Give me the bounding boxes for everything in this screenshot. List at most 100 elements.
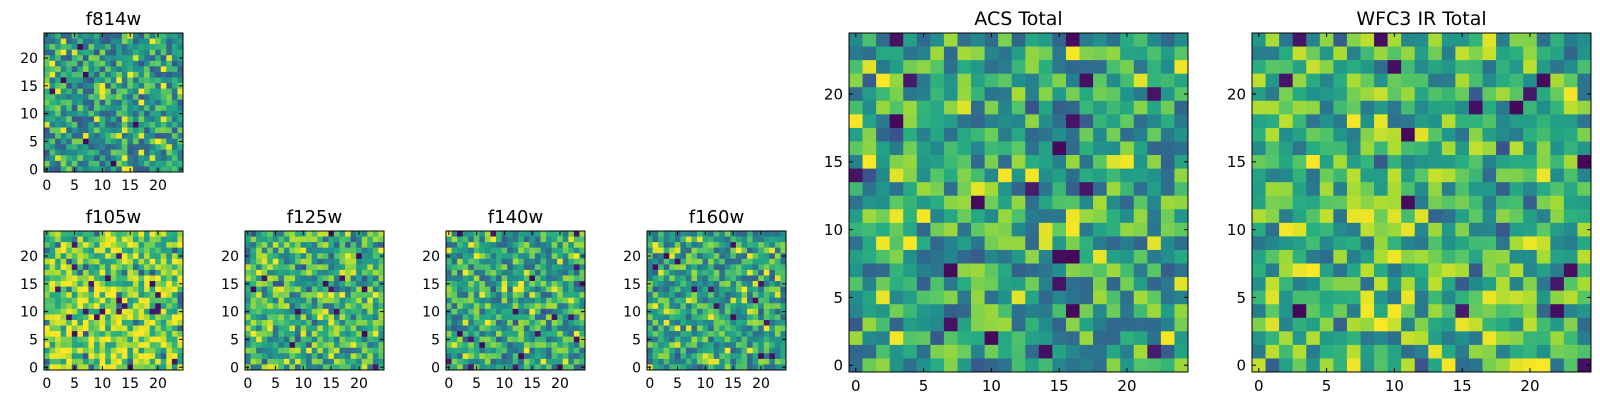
heatmap-cell [763, 303, 770, 310]
heatmap-cell [484, 281, 491, 287]
heatmap-cell [462, 297, 469, 304]
heatmap-cell [71, 55, 78, 62]
heatmap-cell [138, 231, 145, 237]
heatmap-cell [372, 358, 379, 365]
heatmap-cell [713, 319, 720, 326]
heatmap-cell [245, 242, 251, 249]
heatmap-cell [551, 358, 558, 365]
heatmap-cell [256, 253, 263, 260]
heatmap-cell [713, 336, 720, 343]
heatmap-cell [769, 242, 776, 249]
heatmap-cell [267, 281, 274, 287]
heatmap-cell [546, 303, 553, 310]
heatmap-cell [44, 358, 50, 365]
heatmap-cell [451, 331, 458, 338]
heatmap-cell [730, 314, 737, 321]
heatmap-cell [1550, 263, 1565, 278]
heatmap-cell [272, 281, 279, 287]
heatmap-cell [730, 347, 737, 354]
heatmap-cell [685, 342, 692, 349]
heatmap-cell [1174, 155, 1189, 169]
heatmap-cell [110, 38, 117, 45]
heatmap-cell [758, 314, 765, 321]
heatmap-cell [1093, 304, 1108, 319]
heatmap-cell [155, 286, 162, 293]
heatmap-cells [245, 231, 385, 371]
heatmap-cell [138, 160, 145, 167]
heatmap-cell [127, 353, 134, 360]
heatmap-cell [957, 290, 972, 305]
heatmap-cell [105, 60, 112, 67]
heatmap-cell [138, 33, 145, 39]
heatmap-cell [674, 297, 681, 304]
heatmap-cell [127, 83, 134, 89]
heatmap-cell [1120, 249, 1135, 264]
heatmap-cell [1401, 209, 1416, 224]
heatmap-cell [1455, 182, 1470, 197]
heatmap-cell [88, 297, 95, 304]
heatmap-cell [166, 127, 173, 134]
heatmap-cell [957, 317, 972, 332]
heatmap-cell [94, 253, 100, 260]
heatmap-cell [546, 319, 553, 326]
heatmap-cell [763, 286, 770, 293]
heatmap-cell [110, 55, 117, 62]
heatmap-cell [82, 314, 89, 321]
heatmap-cell [1441, 127, 1456, 142]
y-tick-label: 10 [20, 305, 38, 321]
heatmap-cell [367, 308, 374, 315]
heatmap-cell [350, 358, 357, 365]
heatmap-cell [658, 297, 665, 304]
heatmap-cell [1292, 141, 1307, 156]
heatmap-cell [546, 253, 553, 260]
heatmap-cell [1550, 344, 1565, 359]
heatmap-cell [1093, 182, 1108, 197]
heatmap-cell [451, 231, 458, 237]
heatmap-cell [546, 258, 553, 265]
heatmap-cell [66, 138, 73, 145]
heatmap-cell [674, 236, 681, 243]
heatmap-cell [361, 353, 368, 360]
heatmap-cell [105, 49, 112, 56]
heatmap-cell [160, 94, 167, 101]
heatmap-cell [283, 292, 290, 299]
x-tick-label: 0 [444, 376, 453, 392]
heatmap-cell [1428, 358, 1443, 373]
heatmap-cell [94, 133, 100, 140]
heatmap-cell [1523, 127, 1538, 142]
heatmap-cell [674, 358, 681, 365]
heatmap-cell [1252, 249, 1266, 264]
heatmap-cell [144, 144, 151, 151]
heatmap-cell [1147, 331, 1162, 346]
heatmap-cell [1052, 358, 1067, 373]
heatmap-cell [1052, 263, 1067, 278]
heatmap-cell [110, 105, 117, 112]
heatmap-cell [501, 325, 508, 332]
heatmap-cell [998, 277, 1013, 292]
heatmap-cell [1065, 33, 1080, 47]
heatmap-cell [155, 319, 162, 326]
heatmap-cell [132, 94, 139, 101]
heatmap-cell [708, 331, 715, 338]
heatmap-cell [1160, 155, 1175, 169]
heatmap-cell [278, 347, 285, 354]
heatmap-cell [462, 314, 469, 321]
heatmap-cell [512, 236, 519, 243]
heatmap-cell [496, 242, 502, 249]
heatmap-cell [1482, 277, 1497, 292]
heatmap-cell [55, 264, 62, 271]
heatmap-cell [1414, 358, 1429, 373]
heatmap-cell [1093, 263, 1108, 278]
heatmap-cell [557, 264, 564, 271]
heatmap-cell [1346, 195, 1361, 210]
heatmap-cell [1174, 168, 1189, 183]
heatmap-cell [250, 347, 257, 354]
heatmap-cell [1496, 236, 1511, 251]
heatmap-cell [1550, 155, 1565, 169]
heatmap-cell [105, 105, 112, 112]
heatmap-cell [849, 236, 863, 251]
heatmap-cell [256, 308, 263, 315]
heatmap-cell [55, 144, 62, 151]
heatmap-cell [573, 331, 580, 338]
